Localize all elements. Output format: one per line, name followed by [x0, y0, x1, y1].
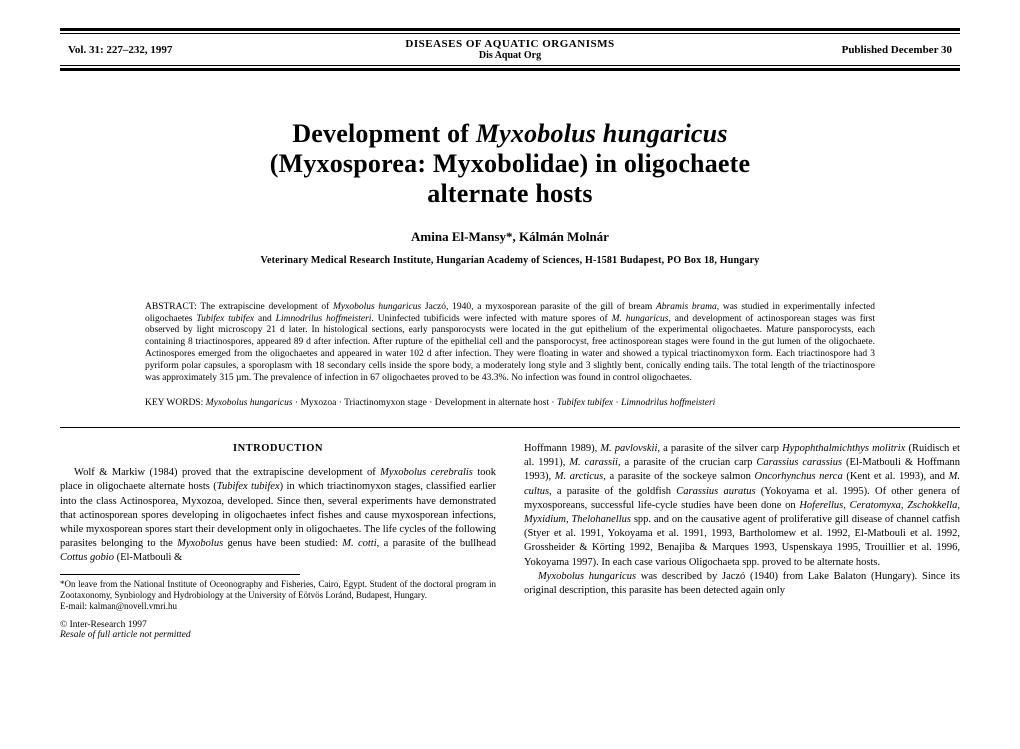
column-left: INTRODUCTION Wolf & Markiw (1984) proved… [60, 442, 496, 612]
affiliation: Veterinary Medical Research Institute, H… [60, 255, 960, 266]
title-line1-ital: Myxobolus hungaricus [476, 119, 728, 148]
abs-s1d: and [254, 314, 276, 324]
header-rule-thick [60, 68, 960, 71]
title-line3: alternate hosts [427, 179, 592, 208]
kw-sep4: · [549, 398, 557, 408]
kw-sep3: · [427, 398, 435, 408]
c1-p1i5: Cottus gobio [60, 552, 114, 563]
c1-p1i3: Myxobolus [177, 538, 223, 549]
kw-4: Development in alternate host [435, 398, 549, 408]
journal-title: DISEASES OF AQUATIC ORGANISMS [268, 38, 752, 50]
c2-p1i5: M. arcticus [555, 471, 603, 482]
kw-3: Triactinomyxon stage [344, 398, 427, 408]
c2-p1a: Hoffmann 1989), [524, 443, 600, 454]
c1-p1i1: Myxobolus cerebralis [380, 467, 473, 478]
abs-s1i4: Limnodrilus hoffmeisteri [276, 314, 372, 324]
c2-p1i2: Hypophthalmichthys molitrix [782, 443, 905, 454]
title-line1-pre: Development of [292, 119, 476, 148]
col2-p2: Myxobolus hungaricus was described by Ja… [524, 570, 960, 598]
column-right: Hoffmann 1989), M. pavlovskii, a parasit… [524, 442, 960, 612]
kw-5b: Limnodrilus hoffmeisteri [621, 398, 715, 408]
c2-p1h: , a parasite of the goldfish [549, 486, 676, 497]
pub-date: Published December 30 [752, 44, 952, 56]
c2-p1g: (Kent et al. 1993), and [843, 471, 949, 482]
footnote-email: kalman@novell.vmri.hu [89, 601, 177, 611]
kw-2: Myxozoa [300, 398, 336, 408]
abs-s1i5: M. hungaricus [612, 314, 669, 324]
title-block: Development of Myxobolus hungaricus (Myx… [60, 119, 960, 266]
article-title: Development of Myxobolus hungaricus (Myx… [60, 119, 960, 209]
copyright: © Inter-Research 1997 Resale of full art… [60, 620, 960, 640]
c1-p1i2: Tubifex tubifex [217, 481, 280, 492]
c2-p1b: , a parasite of the silver carp [657, 443, 782, 454]
c1-p1i4: M. cotti [342, 538, 376, 549]
abs-s1e: . Uninfected tubificids were infected wi… [371, 314, 611, 324]
intro-heading: INTRODUCTION [60, 442, 496, 456]
journal-abbr: Dis Aquat Org [268, 50, 752, 61]
kw-sep2: · [336, 398, 344, 408]
volume-info: Vol. 31: 227–232, 1997 [68, 44, 268, 56]
abstract: ABSTRACT: The extrapiscine development o… [145, 302, 875, 385]
kw-1: Myxobolus hungaricus [206, 398, 293, 408]
title-line2: (Myxosporea: Myxobolidae) in oligochaete [270, 149, 751, 178]
copyright-line1: © Inter-Research 1997 [60, 620, 960, 630]
footnote-text: *On leave from the National Institute of… [60, 579, 496, 600]
authors: Amina El-Mansy*, Kálmán Molnár [60, 229, 960, 245]
c1-p1a: Wolf & Markiw (1984) proved that the ext… [74, 467, 380, 478]
journal-center: DISEASES OF AQUATIC ORGANISMS Dis Aquat … [268, 38, 752, 61]
footnote-rule [60, 574, 300, 575]
col2-p1: Hoffmann 1989), M. pavlovskii, a parasit… [524, 442, 960, 570]
kw-5s: · [613, 398, 621, 408]
top-rule-thick [60, 28, 960, 31]
c1-p1f: (El-Matbouli & [114, 552, 182, 563]
c1-p1d: genus have been studied: [223, 538, 342, 549]
footnote: *On leave from the National Institute of… [60, 579, 496, 613]
copyright-line2: Resale of full article not permitted [60, 630, 960, 640]
abs-s1i2: Abramis brama [656, 302, 717, 312]
abstract-label: ABSTRACT: [145, 302, 200, 312]
footnote-email-label: E-mail: [60, 601, 89, 611]
c2-p1d: , a parasite of the crucian carp [618, 457, 756, 468]
c2-p1i3: M. carassii [569, 457, 618, 468]
section-rule [60, 427, 960, 428]
c2-p1i4: Carassius carassius [756, 457, 842, 468]
abs-s1i3: Tubifex tubifex [196, 314, 254, 324]
intro-p1: Wolf & Markiw (1984) proved that the ext… [60, 466, 496, 565]
keywords: KEY WORDS: Myxobolus hungaricus · Myxozo… [145, 397, 875, 409]
journal-header: Vol. 31: 227–232, 1997 DISEASES OF AQUAT… [60, 34, 960, 65]
abs-s1i1: Myxobolus hungaricus [333, 302, 421, 312]
c2-p2i1: Myxobolus hungaricus [538, 571, 636, 582]
kw-5a: Tubifex tubifex [557, 398, 613, 408]
abs-s1b: Jaczó, 1940, a myxosporean parasite of t… [421, 302, 656, 312]
c2-p1f: , a parasite of the sockeye salmon [603, 471, 754, 482]
c1-p1e: , a parasite of the bullhead [377, 538, 496, 549]
kw-label: KEY WORDS: [145, 398, 206, 408]
body-columns: INTRODUCTION Wolf & Markiw (1984) proved… [60, 442, 960, 612]
header-rule-thin [60, 65, 960, 66]
c2-p1i1: M. pavlovskii [600, 443, 657, 454]
c2-p1i8: Carassius auratus [676, 486, 755, 497]
abs-s1a: The extrapiscine development of [200, 302, 333, 312]
c2-p1i6: Oncorhynchus nerca [754, 471, 842, 482]
